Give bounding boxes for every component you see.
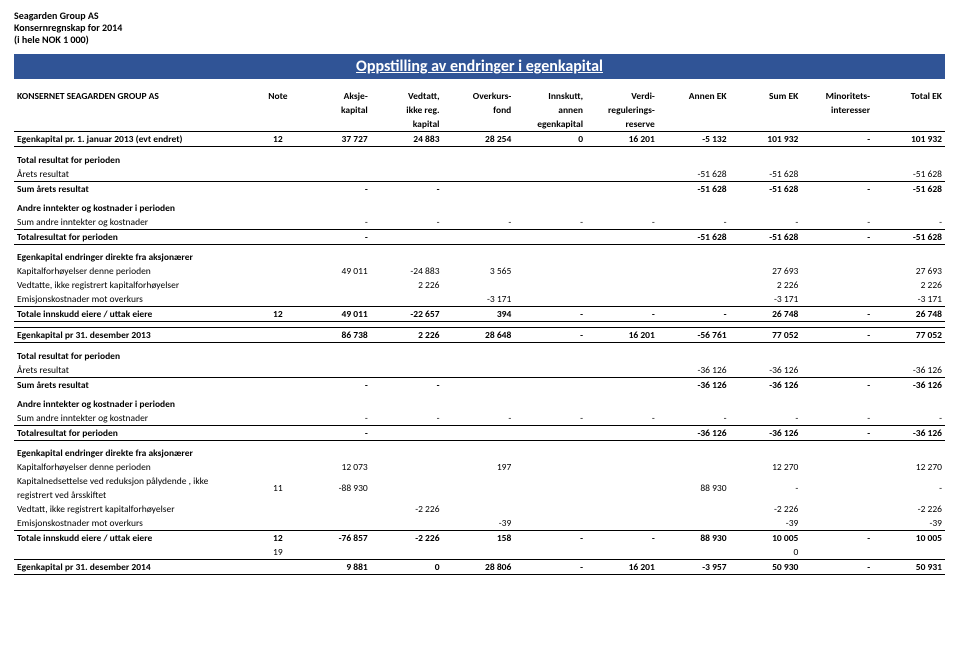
row-totale-innskudd-1: Totale innskudd eiere / uttak eiere12 49… [14,307,945,322]
row-vedtatt-2: Vedtatt, ikke registrert kapitalforhøyel… [14,502,945,516]
header-row-3: kapital egenkapital reserve [14,117,945,132]
col-note: Note [257,89,299,103]
row-andre-heading-1: Andre inntekter og kostnader i perioden [14,196,945,215]
page-title: Oppstilling av endringer i egenkapital [14,54,945,79]
row-totale-innskudd-2: Totale innskudd eiere / uttak eiere12 -7… [14,531,945,546]
row-totalresultat-2: Totalresultat for perioden --36 126-36 1… [14,425,945,440]
col-vedtatt: Vedtatt, [371,89,443,103]
row-sum-andre-2: Sum andre inntekter og kostnader -------… [14,411,945,426]
equity-table: KONSERNET SEAGARDEN GROUP AS Note Aksje-… [14,89,945,575]
row-total-resultat-heading-1: Total resultat for perioden [14,153,945,167]
company-name: Seagarden Group AS [14,10,945,22]
row-sum-andre-1: Sum andre inntekter og kostnader -------… [14,215,945,230]
row-kapitalforhoy-2: Kapitalforhøyelser denne perioden 12 073… [14,460,945,474]
row-arets-resultat-2: Årets resultat -36 126-36 126-36 126 [14,363,945,378]
row-emisjon-2: Emisjonskostnader mot overkurs -39-39-39 [14,516,945,531]
col-total-ek: Total EK [873,89,945,103]
col-sum-ek: Sum EK [730,89,802,103]
row-total-resultat-heading-2: Total resultat for perioden [14,349,945,363]
row-sum-arets-2: Sum årets resultat ---36 126-36 126--36 … [14,377,945,392]
row-extra-19: 19 0 [14,545,945,560]
col-aksjekapital: Aksje- [299,89,371,103]
col-verdi: Verdi- [586,89,658,103]
col-overkurs: Overkurs- [443,89,515,103]
row-kapitalforhoy-1: Kapitalforhøyelser denne perioden 49 011… [14,264,945,278]
row-totalresultat-1: Totalresultat for perioden --51 628-51 6… [14,229,945,244]
row-sum-arets-1: Sum årets resultat ---51 628-51 628--51 … [14,181,945,196]
col-annen-ek: Annen EK [658,89,730,103]
row-ek-2013-open: Egenkapital pr. 1. januar 2013 (evt endr… [14,132,945,147]
row-ek-2014-close: Egenkapital pr 31. desember 2014 9 88102… [14,560,945,575]
row-ek-endringer-heading-2: Egenkapital endringer direkte fra aksjon… [14,446,945,460]
row-kapitalnedsettelse-a: Kapitalnedsettelse ved reduksjon pålyden… [14,474,945,488]
row-emisjon-1: Emisjonskostnader mot overkurs -3 171-3 … [14,292,945,307]
report-line: Konsernregnskap for 2014 [14,22,945,34]
header-row-1: KONSERNET SEAGARDEN GROUP AS Note Aksje-… [14,89,945,103]
col-minoritets: Minoritets- [801,89,873,103]
col-innskutt: Innskutt, [514,89,586,103]
row-arets-resultat-1: Årets resultat -51 628-51 628-51 628 [14,167,945,182]
row-vedtatte-1: Vedtatte, ikke registrert kapitalforhøye… [14,278,945,292]
row-andre-heading-2: Andre inntekter og kostnader i perioden [14,392,945,411]
row-ek-2013-close: Egenkapital pr 31. desember 2013 86 7382… [14,328,945,343]
header-row-2: kapital ikke reg. fond annen regulerings… [14,103,945,117]
unit-line: (i hele NOK 1 000) [14,34,945,46]
row-ek-endringer-heading-1: Egenkapital endringer direkte fra aksjon… [14,250,945,264]
entity-label: KONSERNET SEAGARDEN GROUP AS [14,89,257,103]
